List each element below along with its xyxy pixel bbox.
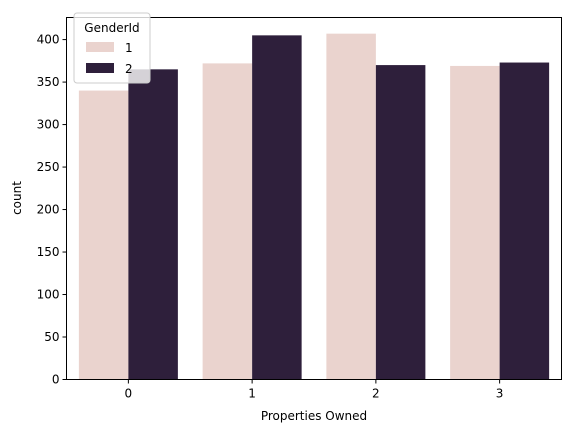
bar-series-2-cat-1 [252,35,302,379]
y-tick-label-200: 200 [37,203,60,217]
y-tick-label-400: 400 [37,33,60,47]
x-axis-label: Properties Owned [261,409,367,423]
y-tick-label-250: 250 [37,160,60,174]
legend-label-1: 1 [125,41,133,55]
x-axis: 0 1 2 3 [125,380,504,401]
legend-title: GenderId [84,21,139,35]
x-tick-label-0: 0 [125,387,133,401]
bar-series-1-cat-2 [326,34,376,380]
legend: GenderId 1 2 [74,13,150,83]
y-tick-label-0: 0 [52,373,60,387]
x-tick-label-2: 2 [372,387,380,401]
y-tick-label-300: 300 [37,118,60,132]
bars-group [79,34,549,380]
y-axis-label: count [10,181,24,215]
y-tick-label-50: 50 [44,330,59,344]
legend-swatch-1 [86,42,114,52]
y-axis: 0 50 100 150 200 250 300 350 400 [37,33,67,387]
legend-swatch-2 [86,63,114,73]
y-tick-label-350: 350 [37,75,60,89]
bar-series-1-cat-0 [79,91,129,380]
y-tick-label-100: 100 [37,288,60,302]
y-tick-label-150: 150 [37,245,60,259]
bar-series-1-cat-1 [203,63,253,379]
x-tick-label-1: 1 [248,387,256,401]
legend-label-2: 2 [125,62,133,76]
bar-series-2-cat-2 [376,65,426,379]
bar-series-2-cat-0 [128,69,178,379]
bar-series-2-cat-3 [500,63,550,380]
x-tick-label-3: 3 [496,387,504,401]
bar-series-1-cat-3 [450,66,500,380]
